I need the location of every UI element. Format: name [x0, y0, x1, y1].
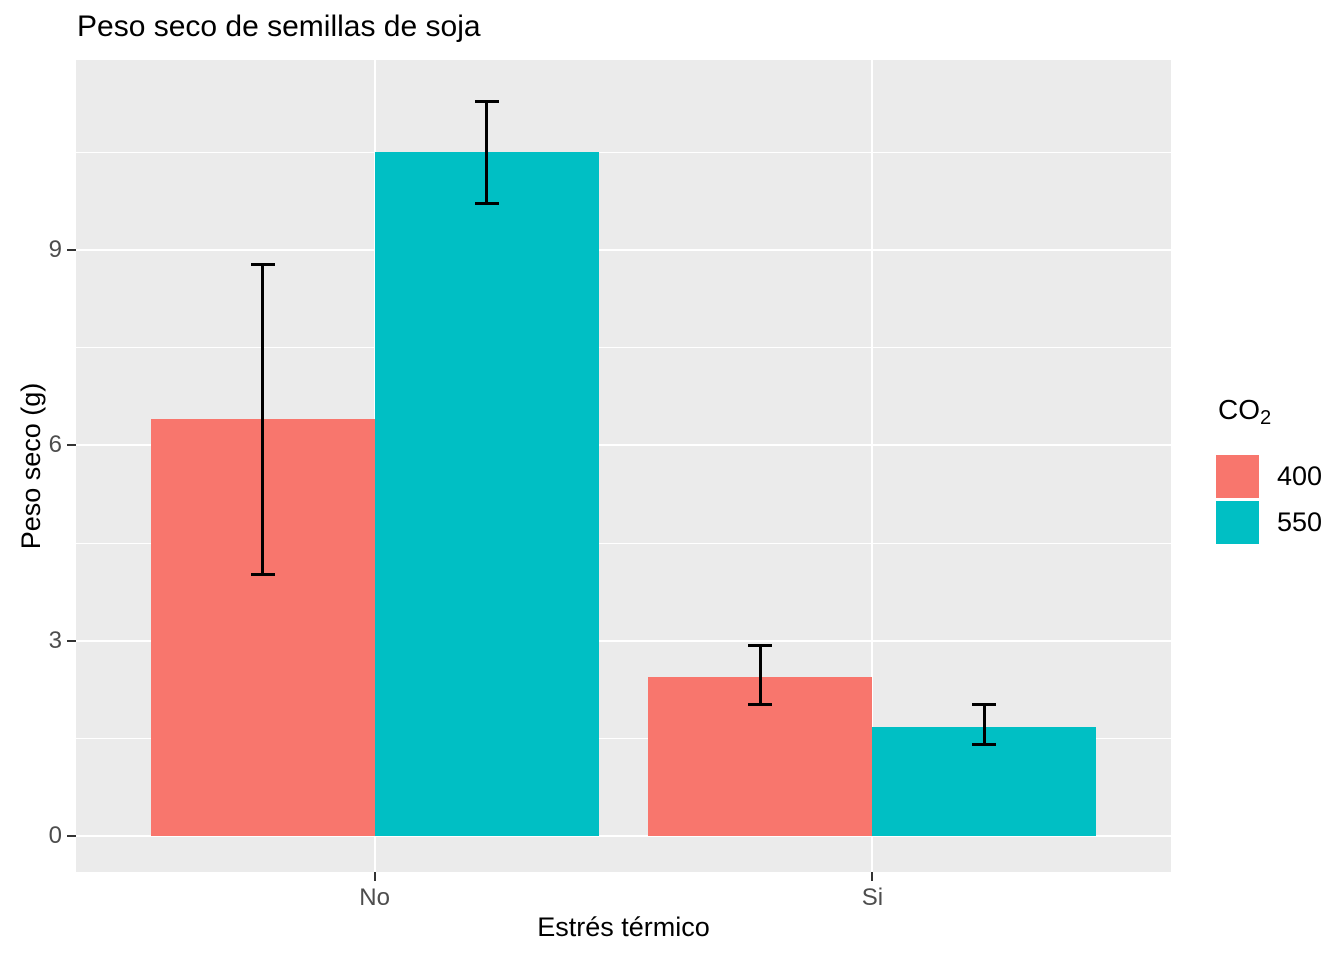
x-axis-title: Estrés térmico	[537, 912, 710, 942]
gridline-major	[76, 639, 1171, 642]
legend-title-text: CO	[1218, 394, 1260, 425]
gridline-layer	[76, 60, 1171, 872]
error-bar-stem	[982, 703, 986, 747]
legend-title: CO2	[1218, 393, 1322, 435]
chart-title: Peso seco de semillas de soja	[77, 10, 481, 43]
error-bar-cap-top	[972, 703, 997, 707]
errorbar-layer	[76, 60, 1171, 872]
y-axis-title: Peso seco (g)	[16, 382, 46, 550]
legend-title-subscript: 2	[1260, 407, 1272, 430]
error-bar-cap-bottom	[972, 743, 997, 747]
y-tick-mark	[67, 639, 76, 642]
error-bar-cap-bottom	[474, 201, 499, 205]
error-bar-cap-bottom	[748, 702, 773, 706]
y-tick-label: 6	[48, 431, 62, 459]
legend-label-550: 550	[1277, 507, 1323, 538]
error-bar-stem	[485, 100, 489, 205]
error-bar-Si-550	[972, 703, 997, 747]
legend-label-400: 400	[1277, 461, 1323, 492]
x-tick-mark	[373, 872, 376, 881]
y-tick-label: 9	[48, 236, 62, 264]
legend-swatch-550-icon	[1216, 501, 1259, 545]
gridline-vertical	[871, 60, 874, 872]
error-bar-No-400	[250, 263, 275, 576]
y-tick-label: 3	[48, 626, 62, 654]
error-bar-cap-top	[474, 100, 499, 104]
plot-panel	[76, 60, 1171, 872]
gridline-minor	[76, 542, 1171, 544]
gridline-minor	[76, 151, 1171, 153]
gridline-major	[76, 444, 1171, 447]
y-tick-mark	[67, 444, 76, 447]
y-tick-mark	[67, 835, 76, 838]
legend-item-550: 550	[1216, 501, 1323, 545]
error-bar-Si-400	[748, 644, 773, 706]
legend-items: 400 550	[1216, 455, 1323, 545]
gridline-minor	[76, 347, 1171, 349]
bar-No-550	[374, 152, 599, 837]
legend-item-400: 400	[1216, 455, 1323, 499]
gridline-major	[76, 249, 1171, 252]
y-tick-mark	[67, 249, 76, 252]
error-bar-cap-top	[748, 644, 773, 648]
error-bar-cap-bottom	[250, 572, 275, 576]
legend: CO2 400 550	[1216, 393, 1322, 547]
legend-swatch-400-icon	[1216, 455, 1259, 499]
gridline-major	[76, 835, 1171, 838]
x-tick-mark	[871, 872, 874, 881]
x-tick-label: No	[359, 884, 390, 911]
y-tick-label: 0	[48, 822, 62, 850]
error-bar-cap-top	[250, 263, 275, 267]
error-bar-No-550	[474, 100, 499, 205]
gridline-minor	[76, 738, 1171, 739]
x-tick-label: Si	[861, 884, 884, 911]
error-bar-stem	[261, 263, 265, 576]
error-bar-stem	[758, 644, 762, 706]
